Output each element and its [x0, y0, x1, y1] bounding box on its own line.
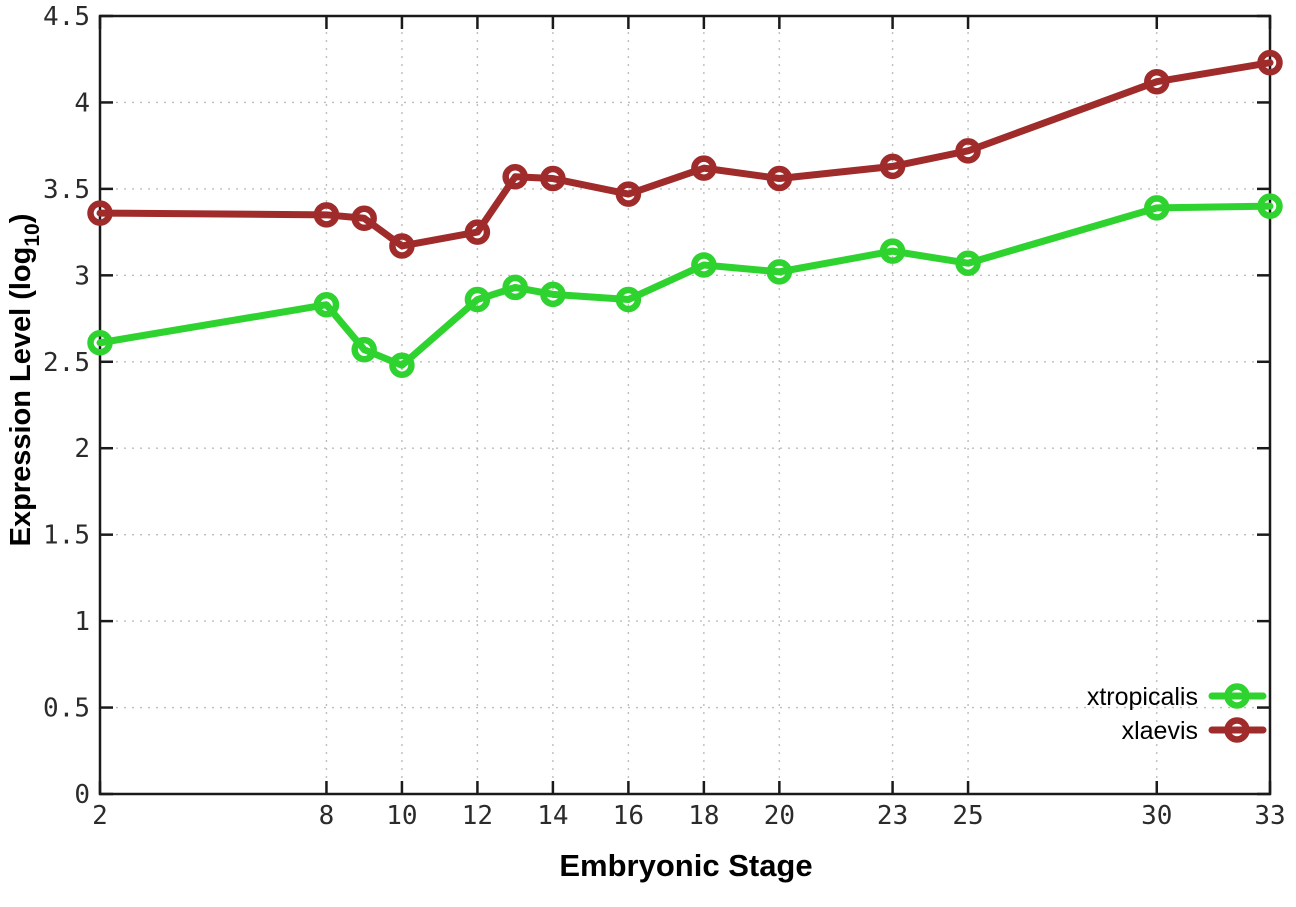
y-axis-title-main: Expression Level (log	[5, 247, 37, 547]
legend-sample-marker-xtropicalis	[1224, 683, 1250, 709]
data-point-xlaevis	[464, 219, 491, 245]
data-point-xlaevis	[389, 233, 415, 259]
plot-border	[98, 14, 1272, 796]
y-tick-label: 1	[74, 607, 90, 637]
legend-sample-marker-xlaevis	[1224, 717, 1250, 743]
series-line-xlaevis	[96, 59, 1274, 250]
data-point-xlaevis	[1144, 68, 1170, 95]
data-point-xlaevis	[955, 138, 981, 164]
x-tick-label: 16	[613, 801, 644, 831]
legend: xtropicalis xlaevis	[1087, 683, 1267, 745]
legend-label-xtropicalis: xtropicalis	[1087, 683, 1198, 711]
y-tick-label: 0	[74, 780, 90, 810]
data-point-xlaevis	[879, 153, 906, 180]
data-point-xtropicalis	[313, 291, 340, 318]
x-tick-labels: 2 8 10 12 14 16 18 20 23 25 30 33	[92, 801, 1285, 831]
data-point-xtropicalis	[615, 286, 642, 313]
data-point-xtropicalis	[87, 330, 113, 356]
x-tick-label: 2	[92, 801, 108, 831]
axis-ticks	[98, 14, 1272, 796]
x-axis-title: Embryonic Stage	[559, 848, 812, 883]
y-axis-title-close: )	[5, 214, 37, 224]
x-tick-label: 20	[764, 801, 795, 831]
data-point-xtropicalis	[691, 252, 717, 278]
data-point-xtropicalis	[955, 250, 981, 276]
data-point-xlaevis	[615, 181, 642, 207]
x-tick-label: 33	[1254, 801, 1285, 831]
data-point-xtropicalis	[502, 274, 528, 301]
y-tick-label: 1.5	[43, 521, 90, 551]
data-series	[87, 49, 1283, 378]
legend-label-xlaevis: xlaevis	[1122, 717, 1198, 745]
y-tick-label: 2.5	[43, 348, 90, 378]
x-tick-label: 12	[462, 801, 493, 831]
data-point-xtropicalis	[389, 352, 415, 378]
y-tick-label: 4.5	[43, 2, 90, 32]
data-point-xtropicalis	[1144, 195, 1170, 221]
y-tick-label: 0.5	[43, 694, 90, 724]
data-point-xtropicalis	[464, 286, 491, 313]
legend-samples	[1208, 683, 1267, 743]
y-tick-label: 2	[74, 434, 90, 464]
x-tick-label: 25	[952, 801, 983, 831]
x-tick-label: 10	[386, 801, 417, 831]
data-point-xlaevis	[313, 202, 340, 228]
x-tick-label: 23	[877, 801, 908, 831]
data-point-xlaevis	[766, 165, 793, 192]
y-tick-label: 3	[74, 261, 90, 291]
y-tick-label: 4	[74, 88, 90, 118]
data-point-xtropicalis	[766, 259, 793, 285]
x-tick-label: 30	[1141, 801, 1172, 831]
gridlines	[100, 16, 1270, 794]
data-point-xtropicalis	[351, 336, 377, 363]
data-point-xlaevis	[540, 165, 566, 192]
y-tick-label: 3.5	[43, 175, 90, 205]
data-point-xtropicalis	[540, 281, 566, 308]
y-axis-title-subscript: 10	[21, 223, 44, 246]
data-point-xlaevis	[502, 164, 528, 190]
x-tick-label: 8	[319, 801, 335, 831]
y-axis-title: Expression Level (log10)	[5, 214, 44, 547]
series-line-xtropicalis	[96, 202, 1274, 369]
data-point-xtropicalis	[1257, 193, 1283, 219]
x-tick-label: 14	[537, 801, 568, 831]
y-tick-labels: 0 0.5 1 1.5 2 2.5 3 3.5 4 4.5	[43, 2, 90, 810]
data-point-xlaevis	[87, 200, 113, 226]
data-point-xlaevis	[1257, 49, 1283, 76]
data-point-xtropicalis	[879, 238, 906, 264]
data-point-xlaevis	[351, 205, 377, 232]
data-point-xlaevis	[691, 155, 717, 181]
x-tick-label: 18	[688, 801, 719, 831]
